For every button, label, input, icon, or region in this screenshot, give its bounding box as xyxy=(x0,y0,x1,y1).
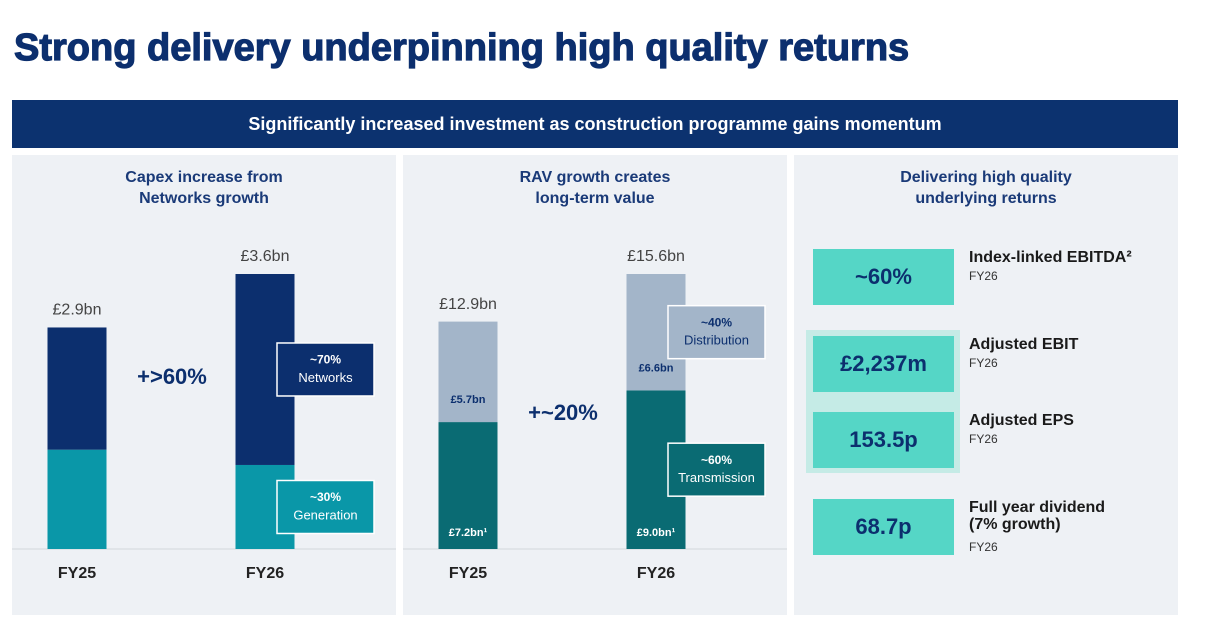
legend-label: Transmission xyxy=(678,470,755,485)
panel-title: Networks growth xyxy=(139,190,269,207)
kpi-note: FY26 xyxy=(969,540,998,554)
legend-label: Generation xyxy=(293,507,357,522)
callout-box xyxy=(276,342,375,397)
callout-share: ~70% xyxy=(310,353,341,367)
panel-title: Delivering high quality xyxy=(900,169,1072,186)
kpi-label: Adjusted EBIT xyxy=(969,336,1079,353)
kpi-box xyxy=(813,499,954,555)
banner xyxy=(12,100,1178,148)
value-label: £5.7bn xyxy=(451,394,486,406)
kpi-label: Index-linked EBITDA² xyxy=(969,249,1132,266)
kpi-box xyxy=(813,412,954,468)
kpi-label: Adjusted EPS xyxy=(969,412,1074,429)
callout-box xyxy=(276,479,375,535)
x-tick-label: FY25 xyxy=(58,565,96,582)
value-label: £9.0bn¹ xyxy=(637,527,676,539)
callout-share: ~30% xyxy=(310,490,341,504)
kpi-box xyxy=(813,336,954,392)
slide-title: Strong delivery underpinning high qualit… xyxy=(14,27,909,69)
panel-title: RAV growth creates xyxy=(520,169,671,186)
legend-label: Distribution xyxy=(684,333,749,348)
bar-segment xyxy=(47,449,107,549)
kpi-note: FY26 xyxy=(969,356,998,370)
kpi-value: ~60% xyxy=(855,264,912,289)
total-label: £12.9bn xyxy=(439,296,497,313)
total-label: £15.6bn xyxy=(627,248,685,265)
value-label: £6.6bn xyxy=(639,362,674,374)
x-tick-label: FY26 xyxy=(637,565,675,582)
callout-share: ~60% xyxy=(701,453,732,467)
x-tick-label: FY26 xyxy=(246,565,284,582)
panel-title: long-term value xyxy=(535,190,654,207)
value-label: £7.2bn¹ xyxy=(449,527,488,539)
bar-segment xyxy=(438,321,498,423)
callout-share: ~40% xyxy=(701,315,732,329)
panel-title: underlying returns xyxy=(915,190,1056,207)
total-label: £2.9bn xyxy=(53,302,102,319)
bar-segment xyxy=(438,422,498,549)
callout-box xyxy=(667,304,766,360)
panel-title: Capex increase from xyxy=(125,169,282,186)
kpi-label: Full year dividend xyxy=(969,499,1105,516)
kpi-box xyxy=(813,249,954,305)
kpi-value: 68.7p xyxy=(855,514,911,539)
kpi-value: £2,237m xyxy=(840,351,927,376)
kpi-note: FY26 xyxy=(969,432,998,446)
bar-segment xyxy=(47,327,107,450)
annotation: +~20% xyxy=(528,400,598,425)
x-tick-label: FY25 xyxy=(449,565,487,582)
banner-text: Significantly increased investment as co… xyxy=(248,114,941,134)
kpi-label: (7% growth) xyxy=(969,516,1061,533)
legend-label: Networks xyxy=(298,370,353,385)
kpi-note: FY26 xyxy=(969,269,998,283)
kpi-value: 153.5p xyxy=(849,427,918,452)
annotation: +>60% xyxy=(137,364,207,389)
total-label: £3.6bn xyxy=(241,248,290,265)
callout-box xyxy=(667,442,766,497)
